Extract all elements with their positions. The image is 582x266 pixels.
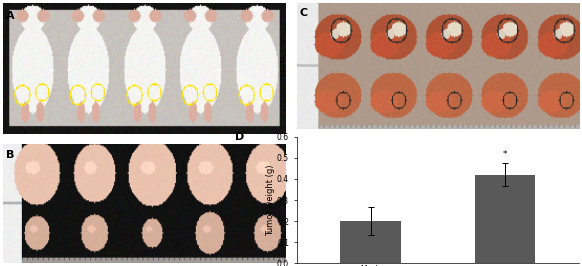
Text: D: D <box>235 132 244 142</box>
Bar <box>475 175 535 263</box>
Text: C: C <box>299 8 307 18</box>
Text: HuCCT1: HuCCT1 <box>281 53 285 78</box>
Text: *: * <box>503 150 508 159</box>
Text: A: A <box>5 11 14 21</box>
Text: B: B <box>5 150 14 160</box>
Bar <box>340 221 401 263</box>
Y-axis label: Tumor weight (g): Tumor weight (g) <box>267 164 275 236</box>
